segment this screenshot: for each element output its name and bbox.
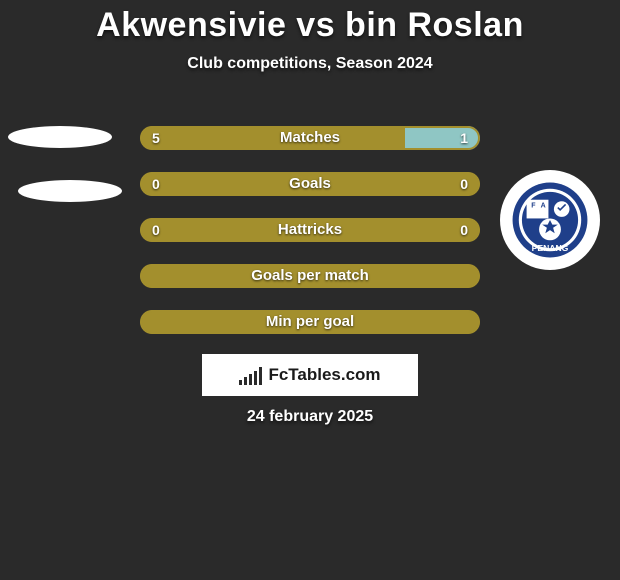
bar-right-fill — [405, 126, 480, 150]
stat-row: Min per goal — [140, 310, 480, 334]
bar-left-fill — [140, 172, 480, 196]
bar-left-fill — [140, 310, 480, 334]
player-left-avatar-1 — [8, 126, 112, 148]
brand-bar — [244, 377, 247, 385]
stat-row: Matches51 — [140, 126, 480, 150]
stat-row: Goals00 — [140, 172, 480, 196]
stat-left-value: 5 — [152, 126, 160, 150]
stat-right-value: 0 — [460, 218, 468, 242]
stat-left-value: 0 — [152, 218, 160, 242]
stat-right-value: 0 — [460, 172, 468, 196]
footer-date: 24 february 2025 — [0, 408, 620, 426]
brand-bar — [249, 374, 252, 385]
bar-left-fill — [140, 126, 405, 150]
badge-text: PENANG — [532, 243, 569, 253]
svg-text:A: A — [541, 203, 546, 210]
stat-right-value: 1 — [460, 126, 468, 150]
stat-row: Goals per match — [140, 264, 480, 288]
comparison-infographic: Akwensivie vs bin Roslan Club competitio… — [0, 0, 620, 580]
svg-text:F: F — [531, 203, 536, 210]
stat-row: Hattricks00 — [140, 218, 480, 242]
bar-left-fill — [140, 264, 480, 288]
shield-icon: F A PENANG — [511, 181, 589, 259]
bars-icon — [239, 365, 262, 385]
page-subtitle: Club competitions, Season 2024 — [0, 55, 620, 73]
comparison-bars: Matches51Goals00Hattricks00Goals per mat… — [140, 126, 480, 356]
page-title: Akwensivie vs bin Roslan — [0, 0, 620, 45]
brand-bar — [254, 371, 257, 385]
brand-bar — [259, 367, 262, 385]
stat-left-value: 0 — [152, 172, 160, 196]
club-badge-right: F A PENANG — [500, 170, 600, 270]
brand-attribution: FcTables.com — [202, 354, 418, 396]
brand-text: FcTables.com — [268, 365, 380, 385]
bar-left-fill — [140, 218, 480, 242]
player-left-avatar-2 — [18, 180, 122, 202]
brand-bar — [239, 380, 242, 385]
